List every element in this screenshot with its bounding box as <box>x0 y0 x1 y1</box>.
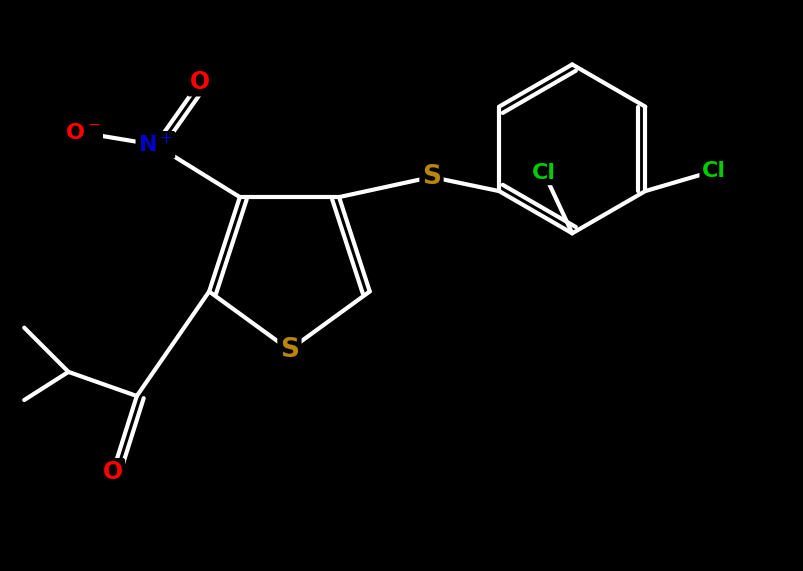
Text: O: O <box>103 460 123 484</box>
Text: Cl: Cl <box>701 161 725 181</box>
Text: O: O <box>190 70 210 94</box>
Text: S: S <box>279 337 299 363</box>
Text: O$^-$: O$^-$ <box>65 123 100 143</box>
Text: Cl: Cl <box>532 163 556 183</box>
Text: N$^+$: N$^+$ <box>137 133 173 156</box>
Text: S: S <box>422 164 441 190</box>
